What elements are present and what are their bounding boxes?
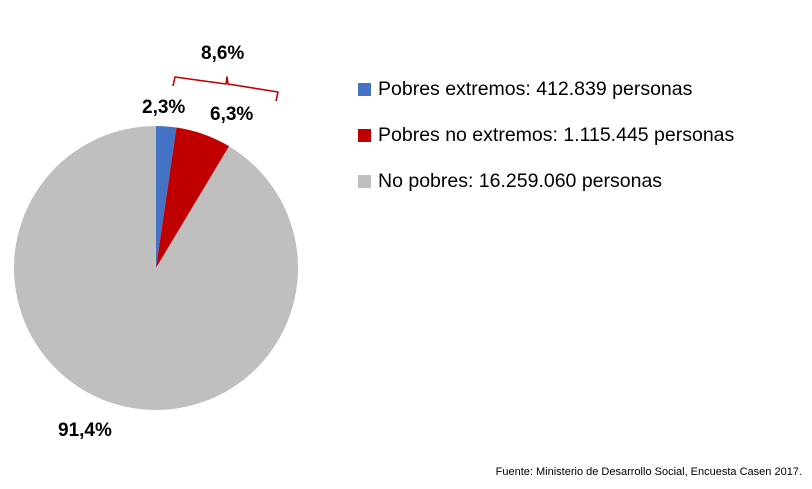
source-note: Fuente: Ministerio de Desarrollo Social,… xyxy=(495,466,802,478)
legend-label: Pobres extremos: 412.839 personas xyxy=(378,78,693,100)
legend-item-pobres-no-extremos: Pobres no extremos: 1.115.445 personas xyxy=(358,124,734,147)
data-label-no-pobres: 91,4% xyxy=(58,420,112,441)
legend-swatch xyxy=(358,83,371,96)
poverty-total-bracket xyxy=(172,76,279,102)
legend-label: No pobres: 16.259.060 personas xyxy=(378,170,663,192)
pie-slice-no-pobres xyxy=(13,125,298,410)
pie-slice-pobres-no-extremos xyxy=(156,127,230,268)
legend-swatch xyxy=(358,175,371,188)
legend-label: Pobres no extremos: 1.115.445 personas xyxy=(378,124,735,146)
legend-swatch xyxy=(358,129,371,142)
pie-slice-pobres-extremos xyxy=(156,126,177,268)
data-label-pobres-no-extremos: 6,3% xyxy=(210,104,254,125)
bracket-label: 8,6% xyxy=(201,43,245,64)
legend-item-no-pobres: No pobres: 16.259.060 personas xyxy=(358,170,662,193)
legend-item-pobres-extremos: Pobres extremos: 412.839 personas xyxy=(358,78,692,101)
data-label-pobres-extremos: 2,3% xyxy=(142,97,186,118)
